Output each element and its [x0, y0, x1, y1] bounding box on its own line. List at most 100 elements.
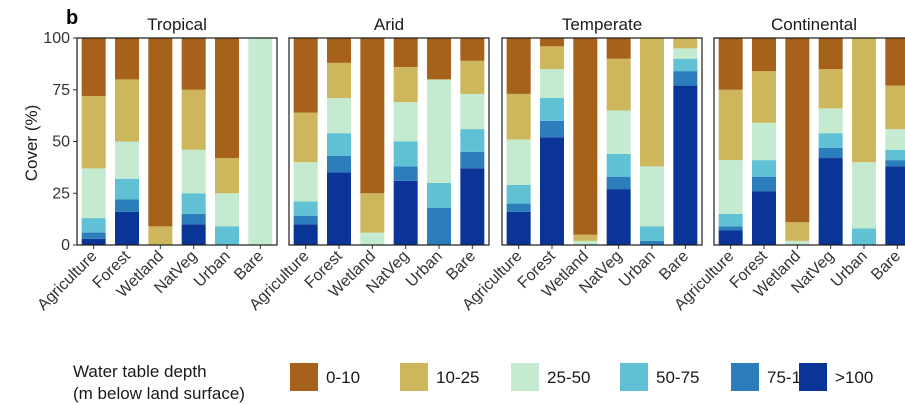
x-tick-label: Urban: [191, 248, 234, 291]
legend-swatch-6: [799, 363, 827, 391]
y-tick-label: 0: [61, 237, 70, 254]
bar-segment: [460, 93, 485, 130]
bar-segment: [540, 38, 564, 47]
facet-panel-tropical: TropicalAgricultureForestWetlandNatVegUr…: [34, 15, 278, 314]
bar-segment: [81, 168, 106, 219]
facet-panel-temperate: TemperateAgricultureForestWetlandNatVegU…: [459, 15, 703, 314]
facet-title: Temperate: [562, 15, 642, 34]
bar-segment: [293, 162, 318, 202]
bar-segment: [606, 153, 631, 177]
y-tick-label: 25: [52, 185, 70, 202]
bar-segment: [673, 85, 698, 245]
bar-segment: [785, 240, 810, 245]
bar-segment: [606, 38, 631, 59]
bar-segment: [718, 226, 743, 231]
legend-swatch-5: [731, 363, 759, 391]
bar-segment: [673, 38, 698, 49]
bar-segment: [752, 71, 776, 123]
bar-segment: [81, 95, 106, 169]
bar-segment: [818, 133, 843, 148]
bar-segment: [540, 69, 564, 99]
panel-border: [713, 37, 905, 246]
bar-segment: [718, 89, 743, 161]
bar-segment: [115, 178, 139, 200]
bar-segment: [115, 38, 139, 80]
legend-label: >100: [835, 368, 873, 387]
bar-segment: [640, 166, 664, 227]
bar-segment: [885, 85, 905, 130]
bar-segment: [540, 120, 564, 138]
bar-segment: [885, 160, 905, 167]
bar-segment: [181, 38, 206, 90]
bar-segment: [115, 199, 139, 212]
bar-segment: [540, 46, 564, 70]
bar-segment: [606, 110, 631, 154]
bar-segment: [293, 201, 318, 217]
bar-segment: [81, 38, 106, 96]
bar-segment: [752, 191, 776, 245]
bar-segment: [506, 211, 531, 245]
legend-swatch-3: [511, 363, 539, 391]
bar-segment: [752, 176, 776, 192]
bar-segment: [573, 234, 598, 241]
bar-segment: [506, 139, 531, 185]
legend-title-line-2: (m below land surface): [73, 384, 245, 403]
bar-segment: [248, 38, 273, 245]
bar-segment: [293, 38, 318, 113]
bar-segment: [148, 226, 173, 245]
x-tick-label: Urban: [828, 248, 871, 291]
bar-segment: [215, 193, 239, 227]
legend: Water table depth (m below land surface)…: [73, 362, 873, 403]
bar-segment: [327, 133, 351, 156]
bar-segment: [115, 211, 139, 245]
bar-segment: [673, 58, 698, 72]
bar-segment: [293, 224, 318, 245]
bar-segment: [181, 149, 206, 194]
bar-segment: [718, 160, 743, 214]
bar-segment: [293, 216, 318, 225]
panel-border: [288, 37, 490, 246]
facet-panel-arid: AridAgricultureForestWetlandNatVegUrbanB…: [246, 15, 490, 314]
bar-segment: [785, 222, 810, 241]
bar-segment: [606, 58, 631, 111]
bar-segment: [818, 158, 843, 245]
bar-segment: [818, 108, 843, 134]
bar-segment: [606, 189, 631, 245]
bar-segment: [540, 98, 564, 121]
bar-segment: [460, 60, 485, 94]
x-tick-label: Bare: [443, 248, 479, 284]
panel-border: [76, 37, 278, 246]
bar-segment: [885, 149, 905, 161]
bar-segment: [506, 184, 531, 204]
bar-segment: [573, 38, 598, 235]
bar-segment: [181, 193, 206, 214]
bar-segment: [460, 38, 485, 61]
bar-segment: [506, 203, 531, 212]
bar-segment: [215, 226, 239, 245]
bar-segment: [752, 38, 776, 72]
bar-segment: [718, 38, 743, 90]
x-tick-label: Urban: [616, 248, 659, 291]
bar-segment: [540, 137, 564, 245]
bar-segment: [393, 141, 418, 167]
bar-segment: [785, 38, 810, 223]
bar-segment: [460, 151, 485, 169]
bar-segment: [427, 79, 451, 183]
y-tick-label: 75: [52, 82, 70, 99]
bar-segment: [215, 38, 239, 159]
bar-segment: [393, 180, 418, 245]
bar-segment: [606, 176, 631, 190]
facet-title: Tropical: [147, 15, 207, 34]
bar-segment: [427, 207, 451, 245]
bar-segment: [718, 230, 743, 245]
legend-label: 50-75: [656, 368, 699, 387]
bar-segment: [506, 93, 531, 140]
bar-segment: [460, 129, 485, 152]
bar-segment: [427, 182, 451, 208]
bar-segment: [293, 112, 318, 163]
legend-swatch-2: [400, 363, 428, 391]
legend-swatch-4: [620, 363, 648, 391]
bar-segment: [885, 129, 905, 150]
bar-segment: [81, 218, 106, 233]
